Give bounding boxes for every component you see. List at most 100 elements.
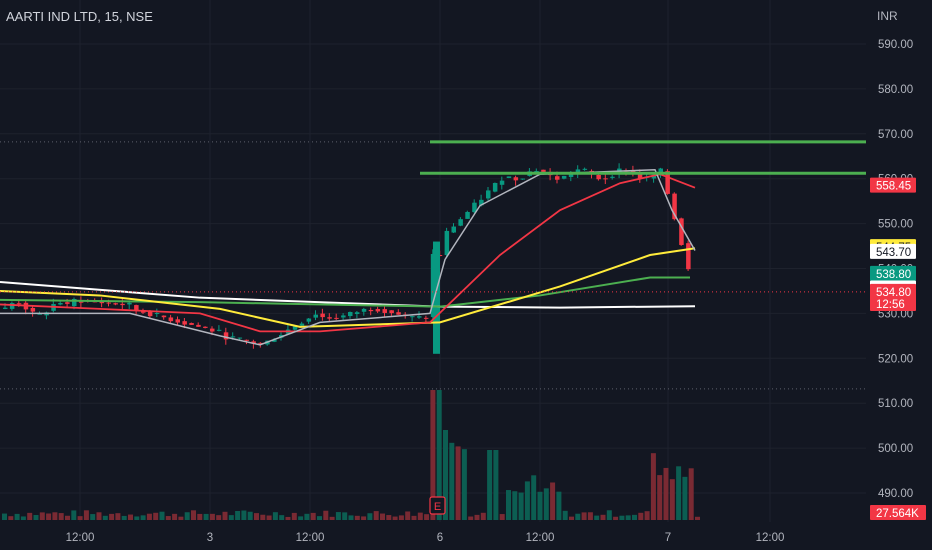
candle-body: [258, 342, 263, 344]
volume-bar: [184, 512, 190, 520]
volume-bar: [512, 491, 518, 520]
volume-bar: [367, 513, 373, 520]
volume-bar: [14, 513, 20, 520]
candle-body: [603, 178, 608, 180]
candle-body: [417, 316, 422, 318]
candle-body: [134, 305, 139, 311]
volume-bar: [209, 513, 215, 520]
volume-bar: [537, 491, 543, 520]
volume-bar: [65, 515, 70, 520]
candle-body: [99, 301, 105, 304]
candle-body: [555, 176, 560, 180]
volume-bar: [222, 511, 228, 520]
candle-body: [458, 219, 463, 226]
candle-body: [120, 303, 125, 306]
candle-body: [382, 309, 387, 313]
candle-body: [37, 313, 42, 315]
volume-bar: [90, 514, 96, 520]
candle-body: [582, 168, 588, 170]
volume-bar: [569, 516, 574, 520]
candle-body: [410, 316, 415, 318]
volume-bar: [657, 475, 663, 520]
volume-bar: [39, 512, 45, 520]
volume-bar: [128, 514, 133, 520]
candle-body: [147, 311, 153, 317]
volume-bar: [695, 516, 700, 520]
volume-bar: [33, 515, 39, 520]
symbol-title[interactable]: AARTI IND LTD, 15, NSE: [6, 9, 153, 24]
volume-bar: [688, 468, 694, 520]
volume-bar: [575, 513, 581, 520]
volume-bar: [644, 511, 650, 520]
candle-body: [348, 312, 353, 317]
candle-body: [244, 339, 249, 341]
price-label-bg: [870, 283, 916, 299]
candle-body: [223, 332, 229, 340]
volume-bar: [380, 513, 385, 520]
volume-bar: [518, 492, 524, 520]
volume-bar: [102, 515, 108, 520]
volume-bar: [480, 512, 486, 520]
candle-body: [306, 318, 312, 322]
candle-body: [451, 226, 456, 233]
volume-bar: [335, 512, 341, 520]
volume-bar: [83, 510, 89, 520]
candle-body: [175, 319, 180, 323]
candle-body: [630, 170, 636, 174]
ma-line-green: [0, 276, 690, 308]
volume-bar: [373, 511, 379, 520]
candle-body: [292, 326, 298, 330]
volume-bar: [109, 513, 115, 520]
price-label: 538.80: [876, 269, 911, 281]
volume-bar: [52, 512, 58, 520]
volume-bar: [449, 442, 455, 520]
volume-label: 27.564K: [876, 508, 919, 520]
candle-body: [541, 169, 546, 172]
volume-bar: [562, 510, 568, 520]
volume-bar: [461, 449, 467, 520]
price-label: 558.45: [876, 181, 911, 193]
volume-bar: [411, 515, 417, 520]
volume-bar: [613, 516, 619, 520]
volume-bar: [531, 475, 537, 520]
volume-bar: [254, 513, 259, 520]
volume-bar: [140, 515, 146, 520]
candle-body: [389, 310, 394, 314]
volume-bar: [398, 515, 404, 520]
volume-bar: [228, 515, 234, 520]
volume-bar: [405, 511, 411, 520]
volume-bar: [165, 516, 171, 520]
volume-bar: [619, 515, 625, 520]
candle-body: [610, 176, 615, 178]
volume-label-bg: [870, 505, 926, 520]
candle-body: [679, 218, 684, 245]
x-tick-label: 12:00: [66, 532, 95, 544]
candle-body: [499, 180, 505, 185]
earnings-marker: [429, 496, 446, 515]
candle-body: [9, 303, 15, 309]
candle-body: [472, 202, 477, 213]
candle-body: [375, 309, 381, 312]
candle-body: [368, 309, 374, 312]
candle-body: [396, 312, 401, 315]
candle-body: [672, 193, 677, 220]
candle-body: [492, 182, 498, 192]
candle-body: [575, 169, 581, 173]
volume-bar: [279, 515, 285, 520]
currency-label: INR: [877, 9, 898, 23]
candle-body: [506, 176, 512, 178]
candle-body: [423, 317, 429, 319]
volume-bar: [543, 488, 549, 520]
volume-bar: [392, 516, 398, 520]
candle-body: [568, 173, 574, 178]
y-tick-label: 580.00: [878, 84, 913, 96]
x-tick-label: 3: [207, 532, 213, 544]
candle-body: [686, 243, 691, 270]
y-tick-label: 590.00: [878, 39, 913, 51]
volume-bar: [663, 467, 669, 520]
volume-bar: [241, 510, 247, 520]
y-tick-label: 500.00: [878, 443, 913, 455]
volume-bar: [8, 516, 14, 520]
candle-body: [182, 321, 187, 325]
